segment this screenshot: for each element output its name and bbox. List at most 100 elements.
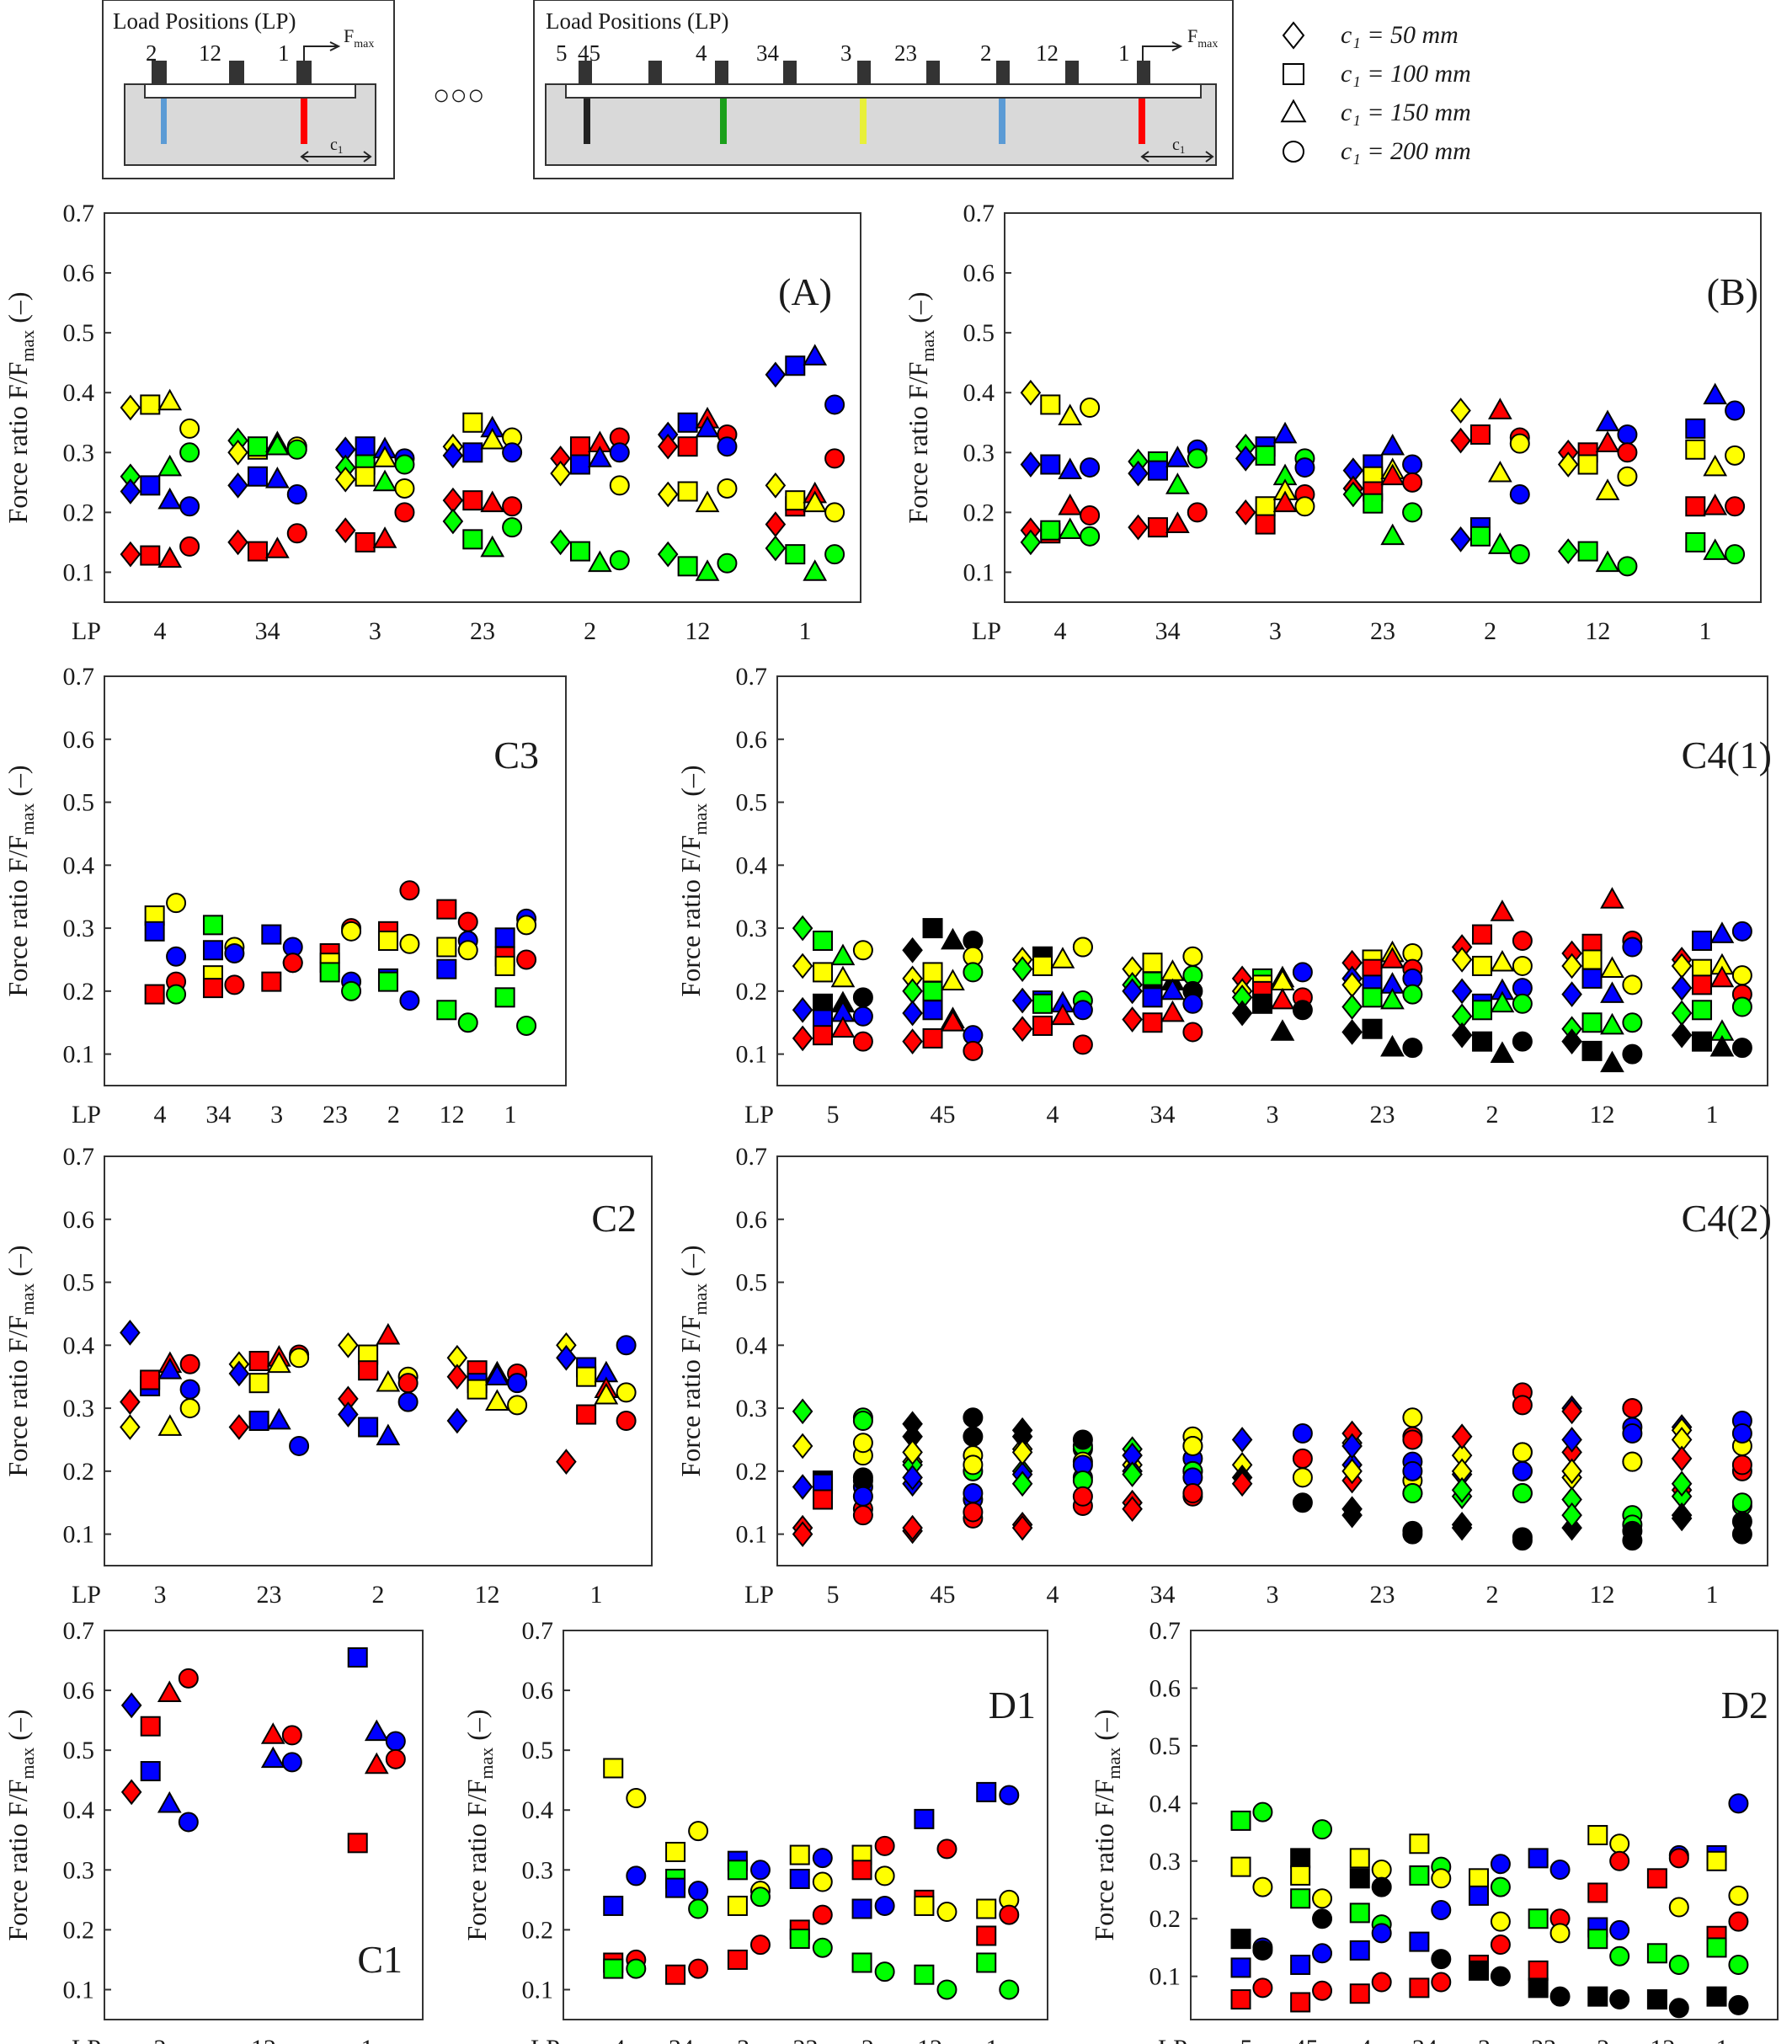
x-tick-label: 3: [1267, 1101, 1279, 1129]
data-point: [576, 1366, 597, 1387]
data-point: [1472, 1000, 1493, 1021]
panel-A: 0.7 0.6 0.5 0.4 0.3 0.2 0.1 Force ratio F/Fmax …: [3, 200, 861, 645]
data-point: [1668, 1897, 1689, 1918]
data-point: [1349, 1903, 1370, 1924]
data-point: [1270, 1019, 1295, 1041]
data-point: [364, 1752, 389, 1774]
data-point: [1402, 1524, 1423, 1545]
y-axis-label-text: Force ratio F/F: [461, 1780, 492, 1941]
data-point: [813, 1025, 834, 1046]
legend-marker-circle: [1283, 141, 1304, 163]
panel-D1: 0.7 0.6 0.5 0.4 0.3 0.2 0.1 Force ratio F/Fmax …: [461, 1617, 1048, 2044]
data-point: [1409, 1931, 1430, 1952]
data-point: [1617, 424, 1638, 445]
data-point: [789, 1868, 810, 1889]
data-point: [289, 1435, 310, 1456]
data-point: [1725, 544, 1746, 565]
x-tick-label: 1: [361, 2035, 374, 2044]
y-axis-label-text: Force ratio F/F: [3, 1780, 33, 1941]
panel-C1: 0.7 0.6 0.5 0.4 0.3 0.2 0.1 Force ratio F/Fmax …: [3, 1617, 424, 2044]
y-tick-label: 0.3: [63, 1856, 95, 1884]
data-point: [1341, 1458, 1363, 1485]
data-point: [1294, 457, 1315, 478]
data-point: [792, 953, 813, 979]
y-axis-label-sub: max: [17, 330, 38, 362]
data-point: [1709, 921, 1735, 943]
data-point: [202, 940, 223, 961]
data-point: [1272, 490, 1298, 513]
data-point: [1349, 1868, 1370, 1889]
data-point: [717, 478, 738, 499]
data-point: [485, 1389, 509, 1411]
data-point: [1609, 1989, 1630, 2010]
x-tick-label: 34: [1155, 617, 1181, 645]
schematic-right-load-2: [996, 61, 1010, 84]
data-point: [1549, 1986, 1571, 2007]
data-point: [1549, 1923, 1571, 1944]
data-point: [319, 962, 340, 983]
schematic-left-fmax-arrowhead: [329, 41, 341, 51]
data-point: [1685, 439, 1706, 460]
data-point: [1349, 1940, 1370, 1961]
data-point: [852, 1433, 873, 1454]
data-point: [874, 1865, 895, 1887]
y-axis-label-text: Force ratio F/F: [3, 362, 33, 524]
data-point: [480, 427, 505, 450]
data-point: [922, 980, 943, 1001]
data-point: [1692, 1000, 1713, 1021]
panel-C4_2: 0.7 0.6 0.5 0.4 0.3 0.2 0.1 Force ratio F/Fmax …: [675, 1143, 1772, 1609]
data-point: [462, 442, 483, 463]
y-tick-label: 0.1: [63, 558, 95, 586]
data-point: [516, 915, 537, 936]
y-tick-label: 0.4: [63, 1332, 95, 1359]
y-axis-label-sub: max: [476, 1748, 497, 1780]
schematic-left-load-2: [152, 61, 167, 84]
data-point: [830, 943, 856, 966]
data-point: [1182, 1435, 1203, 1456]
data-point: [1128, 460, 1149, 487]
x-tick-label: 4: [1359, 2035, 1372, 2044]
data-point: [594, 1382, 619, 1405]
data-point: [1230, 1856, 1251, 1877]
data-point: [603, 1758, 624, 1779]
data-point: [1731, 1492, 1752, 1513]
data-point: [1490, 1935, 1511, 1956]
y-axis-label-unit: (–): [461, 1709, 492, 1747]
data-point: [1292, 1467, 1313, 1488]
panel-B: 0.7 0.6 0.5 0.4 0.3 0.2 0.1 Force ratio F/Fmax …: [903, 200, 1762, 645]
data-point: [1685, 496, 1706, 517]
data-point: [569, 436, 590, 457]
schematic-right-label-45: 45: [578, 40, 600, 66]
data-point: [457, 940, 478, 961]
data-point: [394, 502, 415, 523]
data-point: [1490, 1041, 1515, 1063]
data-point: [1072, 1429, 1093, 1450]
data-point: [999, 1785, 1020, 1806]
data-point: [397, 1391, 419, 1412]
data-point: [179, 496, 200, 517]
y-axis-label: Force ratio F/Fmax (–): [3, 1245, 38, 1476]
x-tick-label: 1: [799, 617, 812, 645]
data-point: [1147, 517, 1168, 538]
data-point: [507, 1395, 528, 1416]
data-point: [282, 953, 303, 974]
data-point: [1252, 1876, 1273, 1897]
data-point: [902, 1514, 923, 1541]
y-tick-label: 0.5: [736, 1269, 768, 1297]
x-tick-label: 23: [1370, 1101, 1395, 1129]
data-point: [902, 1464, 923, 1491]
schematic-right-label-3: 3: [840, 40, 852, 66]
x-tick-label: 4: [1047, 1101, 1059, 1129]
data-point: [394, 478, 415, 499]
data-point: [1512, 931, 1533, 952]
data-point: [1187, 448, 1208, 469]
x-tick-label: 1: [590, 1581, 603, 1609]
data-point: [1122, 1006, 1143, 1033]
data-point: [902, 1000, 923, 1027]
data-point: [556, 1449, 577, 1475]
y-tick-label: 0.3: [63, 439, 95, 467]
schematic-right-label-12: 12: [1036, 40, 1059, 66]
data-point: [1272, 421, 1298, 444]
data-point: [1128, 514, 1149, 541]
schematic-left: Load Positions (LP) 2 12 1 Fmax c1: [102, 0, 395, 179]
